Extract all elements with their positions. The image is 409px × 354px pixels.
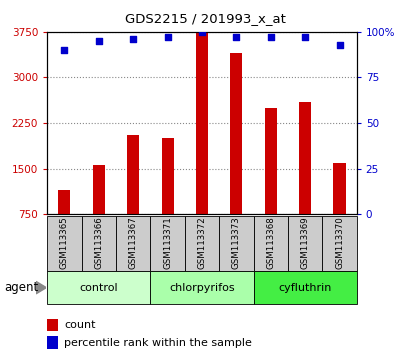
Bar (150, 271, 253, 304)
Text: percentile rank within the sample: percentile rank within the sample (64, 338, 252, 348)
Text: GSM113370: GSM113370 (334, 216, 343, 269)
Bar (127, 135, 139, 260)
Bar (333, 162, 345, 260)
Bar (253, 271, 356, 304)
Text: GSM113372: GSM113372 (197, 216, 206, 269)
Polygon shape (36, 281, 46, 294)
Text: control: control (79, 282, 118, 293)
Bar (81, 216, 116, 271)
Bar (253, 216, 287, 271)
Text: GSM113365: GSM113365 (60, 216, 69, 269)
Point (61, 47, 67, 53)
Bar (161, 138, 173, 260)
Bar (184, 216, 218, 271)
Text: GSM113367: GSM113367 (128, 216, 137, 269)
Bar (47, 216, 81, 271)
Bar (264, 108, 276, 260)
Text: chlorpyrifos: chlorpyrifos (169, 282, 234, 293)
Bar (58, 190, 70, 260)
Bar (230, 53, 242, 260)
Text: GSM113369: GSM113369 (300, 216, 309, 269)
Bar (47, 271, 150, 304)
Bar (196, 32, 207, 260)
Point (267, 34, 273, 40)
Point (301, 34, 308, 40)
Text: count: count (64, 320, 95, 330)
Text: GDS2215 / 201993_x_at: GDS2215 / 201993_x_at (124, 12, 285, 25)
Bar (47, 319, 58, 331)
Text: GSM113373: GSM113373 (231, 216, 240, 269)
Bar (321, 216, 356, 271)
Text: GSM113366: GSM113366 (94, 216, 103, 269)
Bar (116, 216, 150, 271)
Point (130, 36, 136, 42)
Point (335, 42, 342, 47)
Text: GSM113368: GSM113368 (265, 216, 274, 269)
Point (198, 29, 204, 35)
Text: cyfluthrin: cyfluthrin (278, 282, 331, 293)
Text: GSM113371: GSM113371 (163, 216, 172, 269)
Bar (150, 216, 184, 271)
Bar (92, 165, 105, 260)
Bar (47, 336, 58, 349)
Bar (218, 216, 253, 271)
Point (95, 38, 102, 44)
Point (232, 34, 239, 40)
Bar (298, 102, 310, 260)
Point (164, 34, 171, 40)
Bar (287, 216, 321, 271)
Text: agent: agent (4, 281, 38, 294)
